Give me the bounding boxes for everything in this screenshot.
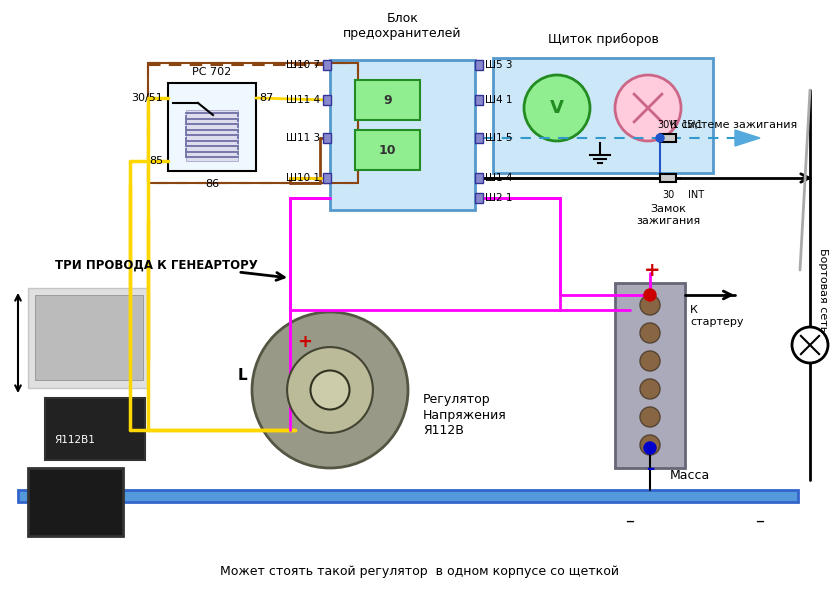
Text: 30/51: 30/51 xyxy=(132,93,163,103)
Text: Ш1 4: Ш1 4 xyxy=(485,173,513,183)
Bar xyxy=(28,468,123,536)
Text: Ш5 3: Ш5 3 xyxy=(485,60,513,70)
Circle shape xyxy=(640,407,660,427)
Text: Регулятор
Напряжения
Я112В: Регулятор Напряжения Я112В xyxy=(423,393,507,436)
Text: Ш4 1: Ш4 1 xyxy=(485,95,513,105)
Bar xyxy=(148,63,358,183)
Text: 15\1: 15\1 xyxy=(682,120,704,130)
Text: Блок
предохранителей: Блок предохранителей xyxy=(344,12,462,40)
Text: ТРИ ПРОВОДА К ГЕНЕАРТОРУ: ТРИ ПРОВОДА К ГЕНЕАРТОРУ xyxy=(55,259,258,272)
Text: Ш2 1: Ш2 1 xyxy=(485,193,513,203)
Circle shape xyxy=(644,442,656,454)
Text: +: + xyxy=(644,261,660,280)
Bar xyxy=(323,173,331,183)
Text: 9: 9 xyxy=(383,94,392,106)
Polygon shape xyxy=(735,130,760,146)
Text: Бортовая сеть: Бортовая сеть xyxy=(818,248,828,332)
Text: –: – xyxy=(646,460,654,478)
Bar xyxy=(323,133,331,143)
Bar xyxy=(355,130,420,170)
Circle shape xyxy=(640,323,660,343)
Text: –: – xyxy=(756,512,764,530)
Circle shape xyxy=(311,371,349,410)
Bar xyxy=(148,63,358,183)
Bar xyxy=(660,134,676,142)
Bar xyxy=(28,288,148,388)
Circle shape xyxy=(656,134,664,142)
Circle shape xyxy=(644,289,656,301)
Text: Щиток приборов: Щиток приборов xyxy=(547,33,659,46)
Text: 10: 10 xyxy=(379,143,396,156)
Circle shape xyxy=(792,327,828,363)
Bar xyxy=(475,133,483,143)
Bar xyxy=(168,83,256,171)
Text: L: L xyxy=(237,368,247,383)
Text: Я112В1: Я112В1 xyxy=(54,435,96,445)
Text: Ш11 4: Ш11 4 xyxy=(286,95,320,105)
Bar xyxy=(18,490,798,502)
Text: Замок
зажигания: Замок зажигания xyxy=(636,204,700,226)
Bar xyxy=(615,283,685,468)
Bar xyxy=(323,95,331,105)
Circle shape xyxy=(640,351,660,371)
Text: К системе зажигания: К системе зажигания xyxy=(670,120,797,130)
Circle shape xyxy=(640,379,660,399)
Text: 30: 30 xyxy=(662,190,674,200)
Bar xyxy=(660,174,676,182)
Text: Ш11 3: Ш11 3 xyxy=(286,133,320,143)
Text: 87: 87 xyxy=(259,93,273,103)
Circle shape xyxy=(640,435,660,455)
Text: Может стоять такой регулятор  в одном корпусе со щеткой: Может стоять такой регулятор в одном кор… xyxy=(220,565,618,578)
Text: 85: 85 xyxy=(149,156,163,166)
Bar xyxy=(475,193,483,203)
Bar xyxy=(475,95,483,105)
Circle shape xyxy=(287,347,373,433)
Text: 30\1: 30\1 xyxy=(657,120,679,130)
Text: К
стартеру: К стартеру xyxy=(690,305,743,327)
Circle shape xyxy=(640,295,660,315)
Bar xyxy=(330,60,475,210)
Circle shape xyxy=(524,75,590,141)
Text: V: V xyxy=(550,99,564,117)
Circle shape xyxy=(252,312,408,468)
Text: INT: INT xyxy=(688,190,704,200)
Bar xyxy=(355,80,420,120)
Bar xyxy=(475,60,483,70)
Bar xyxy=(493,58,713,173)
Text: Масса: Масса xyxy=(670,469,710,482)
Text: Ш10 7: Ш10 7 xyxy=(286,60,320,70)
Text: 86: 86 xyxy=(205,179,219,189)
Bar xyxy=(45,398,145,460)
Bar xyxy=(475,173,483,183)
Text: РС 702: РС 702 xyxy=(193,67,231,77)
Bar xyxy=(35,295,143,380)
Bar xyxy=(186,110,238,161)
Text: –: – xyxy=(625,512,634,530)
Bar xyxy=(323,60,331,70)
Text: Ш10 1: Ш10 1 xyxy=(286,173,320,183)
Text: +: + xyxy=(297,333,313,351)
Circle shape xyxy=(615,75,681,141)
Text: Ш1 5: Ш1 5 xyxy=(485,133,513,143)
